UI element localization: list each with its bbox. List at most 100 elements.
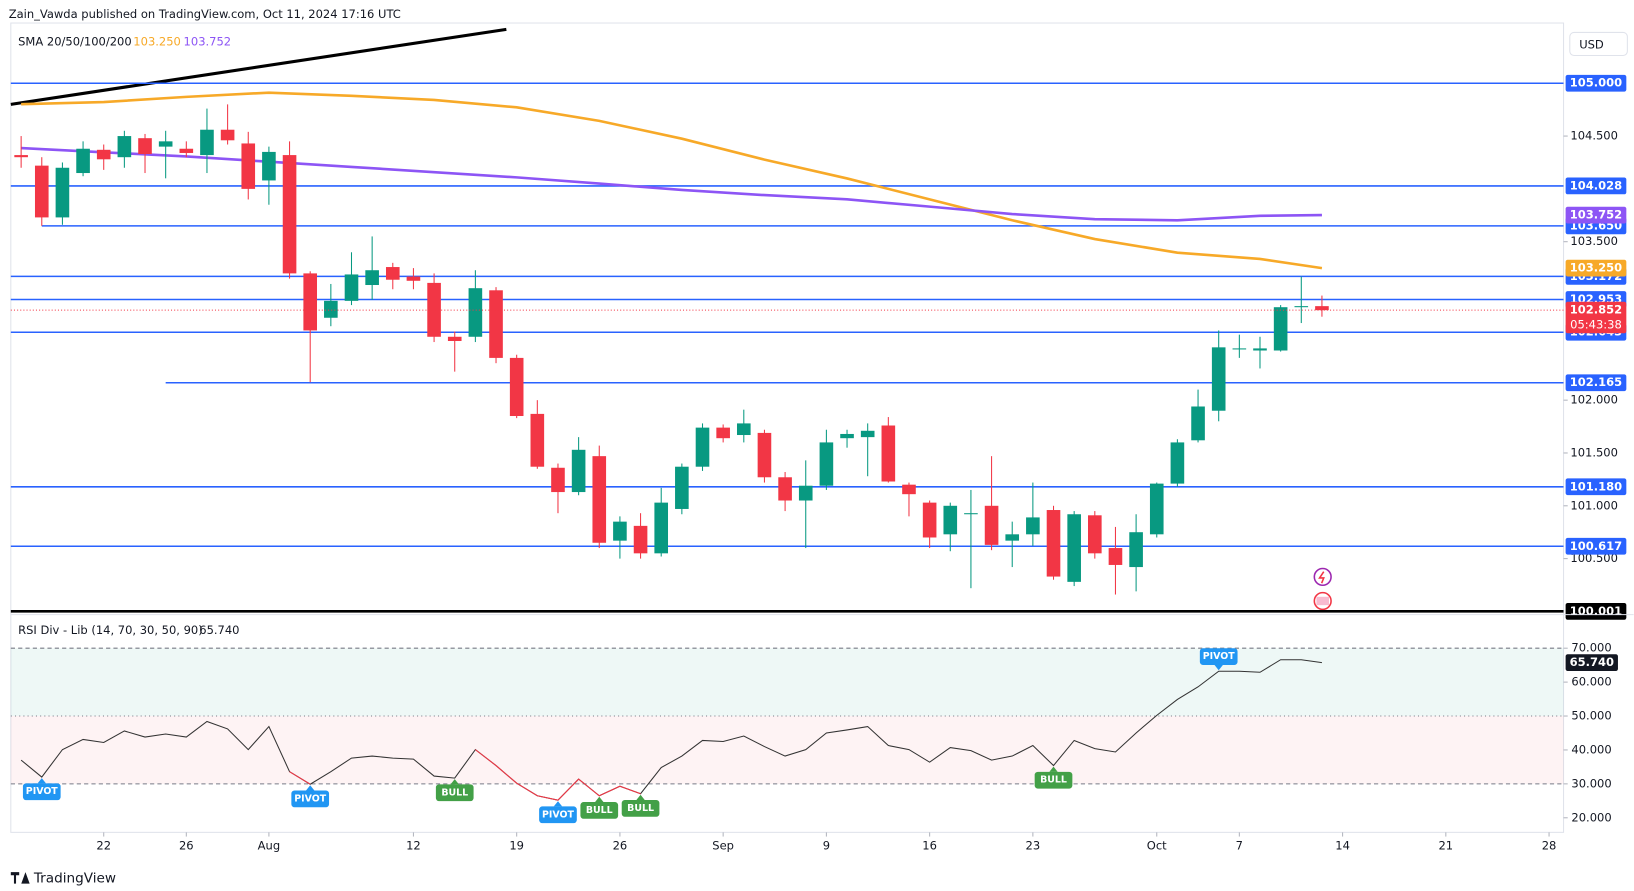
- candle-body: [840, 433, 854, 439]
- candle-body: [922, 502, 937, 538]
- candle-body: [1211, 347, 1226, 411]
- candle-body: [1170, 442, 1185, 484]
- candle-body: [55, 167, 70, 218]
- level-badge: [1565, 374, 1627, 392]
- price-pane: 104.500103.500102.000101.500101.000100.5…: [10, 27, 1627, 852]
- candle-body: [1273, 307, 1288, 351]
- candle-body: [468, 288, 483, 337]
- flag-icon-fill: [1316, 596, 1329, 606]
- overbought-zone: [10, 648, 1564, 717]
- event-icon-bolt: [1318, 571, 1325, 584]
- rsi-badge: [1565, 654, 1618, 672]
- legend-value: 103.250: [133, 34, 181, 48]
- sma-badge: [1565, 206, 1627, 224]
- level-badge-label: 104.028: [1570, 178, 1622, 192]
- candle-body: [406, 276, 421, 281]
- candle-body: [530, 413, 545, 467]
- annotation-label: BULL: [1040, 775, 1067, 786]
- x-tick-label: 12: [406, 838, 421, 852]
- candle-body: [551, 467, 565, 493]
- x-tick-label: Aug: [258, 838, 280, 852]
- divergence-line: [475, 749, 641, 801]
- y-tick-label: 30.000: [1571, 776, 1611, 790]
- event-icon[interactable]: [1313, 567, 1332, 587]
- annotation-badge: [621, 799, 660, 817]
- x-tick-label: Oct: [1147, 838, 1167, 852]
- indicator-title: RSI Div - Lib (14, 70, 30, 50, 90): [18, 623, 203, 637]
- x-tick-label: 26: [613, 838, 628, 852]
- annotation-pointer: [37, 778, 46, 784]
- candle-body: [1046, 510, 1061, 577]
- candle-body: [1232, 348, 1247, 350]
- x-tick-label: 28: [1542, 838, 1557, 852]
- candle-body: [14, 155, 28, 158]
- y-tick-label: 50.000: [1571, 709, 1611, 723]
- candle-body: [324, 300, 338, 318]
- candle-body: [964, 513, 978, 515]
- annotation-pointer: [450, 779, 459, 785]
- candle-body: [695, 427, 710, 467]
- candle-body: [592, 456, 607, 543]
- y-tick-label: 103.500: [1570, 234, 1618, 248]
- candle-body: [179, 148, 194, 153]
- candle-body: [241, 143, 256, 189]
- indicator-title: SMA 20/50/100/200: [18, 34, 132, 48]
- annotation-badge: [1034, 771, 1073, 789]
- publisher: Zain_Vawda published on TradingView.com,…: [9, 7, 401, 21]
- currency[interactable]: USD: [1579, 38, 1604, 52]
- price-badge-label: 102.852: [1570, 303, 1622, 317]
- candle-body: [447, 336, 462, 342]
- candle-body: [489, 290, 503, 358]
- currency-button[interactable]: [1569, 31, 1628, 57]
- annotation-badge: [580, 802, 619, 819]
- candle-body: [158, 141, 173, 147]
- divergence-line: [289, 771, 311, 785]
- candle-body: [798, 485, 813, 501]
- candle-body: [613, 521, 627, 541]
- level-badge: [1565, 478, 1627, 496]
- candle-body: [736, 423, 751, 436]
- y-tick-label: 40.000: [1571, 742, 1611, 756]
- level-badge-label: 100.617: [1570, 539, 1622, 553]
- candle-body: [1005, 534, 1020, 541]
- sma-line: [21, 146, 1322, 222]
- candle-body: [509, 357, 524, 417]
- rsi-line: [20, 659, 1323, 801]
- trendline: [10, 27, 507, 106]
- candle-body: [984, 505, 999, 545]
- candle-body: [1253, 348, 1267, 351]
- annotation-label: BULL: [441, 787, 468, 798]
- candle-body: [365, 270, 379, 286]
- x-tick-label: 7: [1236, 838, 1243, 852]
- level-badge: [1565, 537, 1627, 555]
- sma-badge: [1565, 259, 1627, 277]
- candle-body: [716, 427, 730, 439]
- level-badge: [1565, 602, 1627, 620]
- candle-body: [571, 449, 586, 493]
- candle-body: [117, 136, 132, 158]
- candle-body: [1026, 517, 1040, 535]
- y-tick-label: 102.000: [1570, 393, 1618, 407]
- candle-body: [778, 477, 792, 501]
- level-badge: [1565, 177, 1627, 195]
- annotation-label: PIVOT: [542, 809, 575, 820]
- x-tick-label: 22: [96, 838, 111, 852]
- annotation-badge: [435, 784, 474, 802]
- level-badge-label: 105.000: [1570, 76, 1622, 90]
- candle-body: [1294, 306, 1309, 308]
- candle-body: [34, 165, 49, 218]
- indicator-value: 65.740: [199, 623, 239, 637]
- brand: TradingView: [33, 870, 116, 886]
- annotation-label: PIVOT: [1203, 651, 1236, 662]
- x-tick-label: 26: [179, 838, 194, 852]
- candle-body: [1067, 514, 1081, 582]
- annotation-label: PIVOT: [294, 793, 327, 804]
- candle-body: [1129, 532, 1143, 568]
- candle-body: [1149, 483, 1164, 535]
- candle-body: [860, 430, 875, 438]
- candle-body: [1191, 406, 1205, 441]
- candle-body: [344, 274, 359, 301]
- annotation-label: PIVOT: [26, 786, 59, 797]
